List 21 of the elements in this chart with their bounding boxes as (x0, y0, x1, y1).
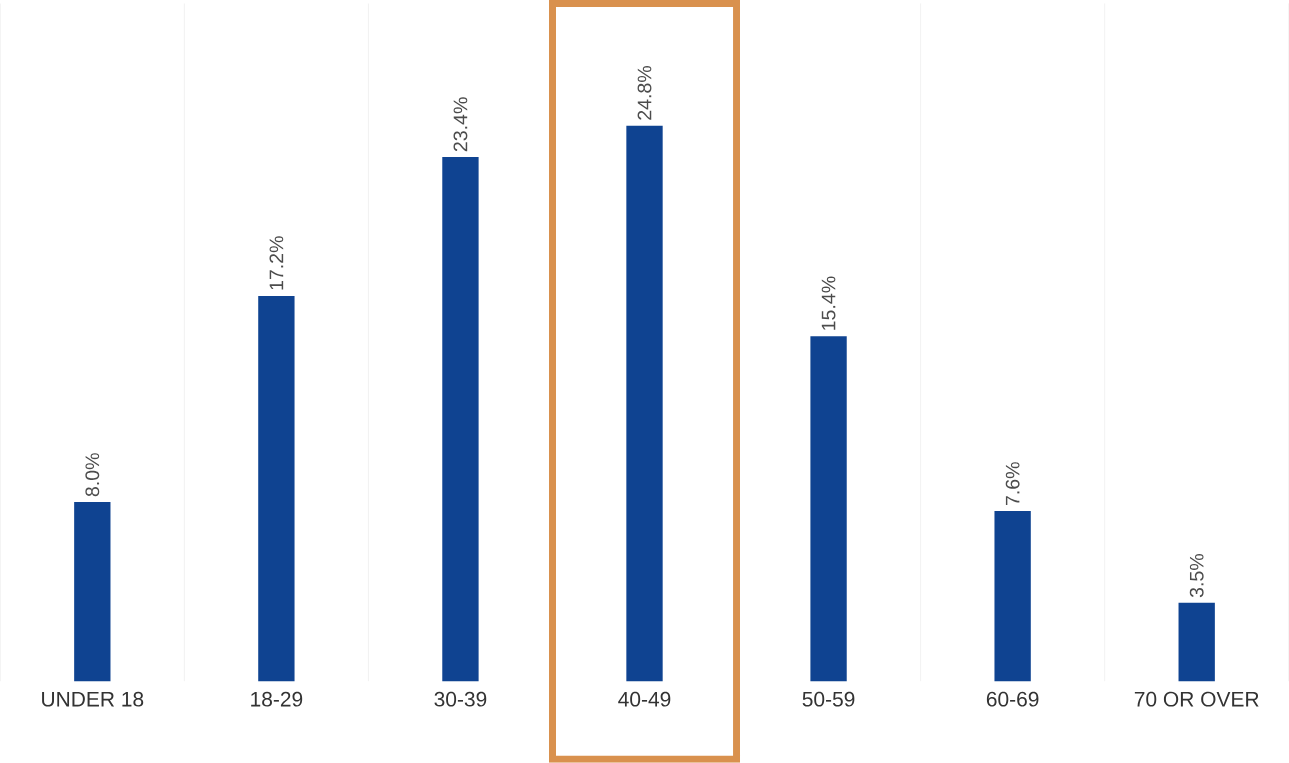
x-tick-label: UNDER 18 (42, 691, 144, 707)
bar (1178, 602, 1215, 682)
bar (74, 502, 111, 682)
x-tick-label: 30-39 (434, 691, 487, 707)
x-tick-label: 70 OR OVER (1134, 691, 1259, 707)
bar (810, 336, 847, 682)
data-label: 8.0% (85, 453, 100, 497)
x-tick-label: 40-49 (618, 691, 671, 707)
bar (626, 125, 663, 682)
data-label: 15.4% (821, 276, 836, 330)
data-label: 24.8% (637, 66, 652, 120)
data-label: 17.2% (269, 236, 284, 290)
data-label: 7.6% (1005, 462, 1020, 506)
data-label: 3.5% (1189, 554, 1204, 598)
bar (994, 511, 1031, 682)
data-label: 23.4% (453, 97, 468, 152)
x-tick-label: 18-29 (251, 691, 303, 707)
x-tick-label: 60-69 (986, 691, 1039, 707)
bar (442, 157, 479, 682)
x-tick-label: 50-59 (802, 691, 855, 707)
bar (258, 296, 295, 682)
